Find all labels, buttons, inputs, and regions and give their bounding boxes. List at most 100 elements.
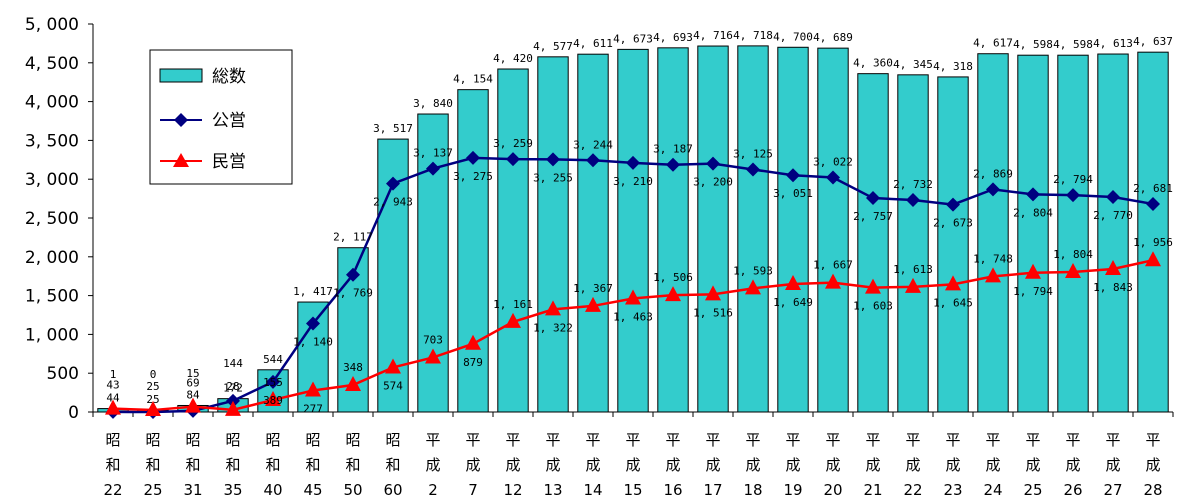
y-tick-label: 0 <box>68 403 79 423</box>
y-tick-label: 1, 000 <box>25 325 79 345</box>
y-tick-label: 3, 000 <box>25 170 79 190</box>
point-private <box>785 275 801 291</box>
x-tick-label: 昭 <box>185 431 200 449</box>
point-public <box>346 267 360 282</box>
data-label-private: 348 <box>343 361 363 374</box>
point-private <box>1145 251 1161 267</box>
data-label-private: 1, 748 <box>973 252 1013 265</box>
x-tick-label: 和 <box>105 456 120 474</box>
x-tick-label: 成 <box>465 456 480 474</box>
data-label-total: 4, 689 <box>813 31 853 44</box>
x-tick-label: 7 <box>468 481 478 499</box>
x-tick-label: 45 <box>303 481 322 499</box>
x-tick-label: 和 <box>185 456 200 474</box>
x-tick-label: 和 <box>385 456 400 474</box>
bar-total <box>737 45 769 413</box>
data-label-public: 0 <box>150 368 157 381</box>
data-label-private: 1, 593 <box>733 264 773 277</box>
bar-total <box>457 89 489 413</box>
point-private <box>545 300 561 316</box>
data-label-private: 1, 161 <box>493 298 533 311</box>
bar-total <box>777 46 809 413</box>
point-private <box>985 267 1001 283</box>
data-label-total: 4, 637 <box>1133 35 1173 48</box>
x-tick-label: 和 <box>345 456 360 474</box>
data-label-private: 1, 667 <box>813 259 853 272</box>
legend-marker-public <box>174 113 188 127</box>
point-private <box>945 275 961 291</box>
data-label-private: 879 <box>463 356 483 369</box>
data-label-private: 1, 506 <box>653 271 693 284</box>
x-tick-label: 成 <box>1065 456 1080 474</box>
data-label-total: 4, 154 <box>453 73 493 86</box>
data-label-public: 2, 673 <box>933 217 973 230</box>
point-public <box>1106 190 1120 205</box>
x-tick-label: 平 <box>1145 431 1160 449</box>
data-label-private: 1, 367 <box>573 282 613 295</box>
point-public <box>546 152 560 167</box>
x-tick-label: 18 <box>743 481 762 499</box>
y-tick-label: 2, 500 <box>25 209 79 229</box>
data-label-public: 3, 187 <box>653 143 693 156</box>
point-private <box>585 296 601 312</box>
data-label-public: 2, 943 <box>373 196 413 209</box>
x-tick-label: 成 <box>945 456 960 474</box>
y-tick-label: 5, 000 <box>25 15 79 35</box>
data-label-private: 1, 649 <box>773 296 813 309</box>
data-label-public: 2, 770 <box>1093 209 1133 222</box>
point-private <box>865 278 881 294</box>
data-label-public: 2, 757 <box>853 210 893 223</box>
data-label-total: 4, 613 <box>1093 37 1133 50</box>
point-public <box>946 197 960 212</box>
bar-total <box>497 68 529 413</box>
bar-total <box>1057 54 1089 413</box>
x-tick-label: 平 <box>1065 431 1080 449</box>
x-tick-label: 2 <box>428 481 438 499</box>
x-tick-label: 14 <box>583 481 602 499</box>
point-private <box>225 400 241 416</box>
x-tick-label: 22 <box>103 481 122 499</box>
y-tick-label: 2, 000 <box>25 248 79 268</box>
point-public <box>226 393 240 408</box>
y-tick-label: 4, 500 <box>25 54 79 74</box>
point-public <box>426 161 440 176</box>
data-label-private: 1, 794 <box>1013 285 1053 298</box>
x-tick-label: 成 <box>665 456 680 474</box>
data-label-total: 4, 700 <box>773 30 813 43</box>
x-tick-label: 成 <box>1105 456 1120 474</box>
data-label-private: 574 <box>383 379 403 392</box>
data-label-total: 172 <box>223 382 243 395</box>
point-public <box>666 157 680 172</box>
legend-swatch-total <box>159 68 203 83</box>
point-private <box>465 334 481 350</box>
point-public <box>826 170 840 185</box>
data-label-public: 144 <box>223 357 243 370</box>
point-public <box>1066 188 1080 203</box>
data-label-private: 1, 603 <box>853 300 893 313</box>
point-public <box>746 162 760 177</box>
bar-total <box>1137 51 1169 413</box>
data-label-public: 3, 275 <box>453 170 493 183</box>
data-label-public: 15 <box>186 367 199 380</box>
x-tick-label: 15 <box>623 481 642 499</box>
y-tick-label: 3, 500 <box>25 131 79 151</box>
x-tick-label: 平 <box>625 431 640 449</box>
point-private <box>1025 263 1041 279</box>
data-label-private: 28 <box>226 380 239 393</box>
data-label-total: 544 <box>263 353 283 366</box>
x-tick-label: 昭 <box>105 431 120 449</box>
data-label-total: 4, 598 <box>1053 38 1093 51</box>
point-private <box>305 381 321 397</box>
point-private <box>905 277 921 293</box>
data-label-total: 4, 360 <box>853 57 893 70</box>
data-label-private: 277 <box>303 403 323 416</box>
point-private <box>1065 263 1081 279</box>
point-private <box>505 312 521 328</box>
data-label-total: 4, 617 <box>973 37 1013 50</box>
x-tick-label: 平 <box>1025 431 1040 449</box>
x-tick-label: 平 <box>785 431 800 449</box>
point-public <box>506 152 520 167</box>
point-private <box>385 358 401 374</box>
x-tick-label: 成 <box>585 456 600 474</box>
